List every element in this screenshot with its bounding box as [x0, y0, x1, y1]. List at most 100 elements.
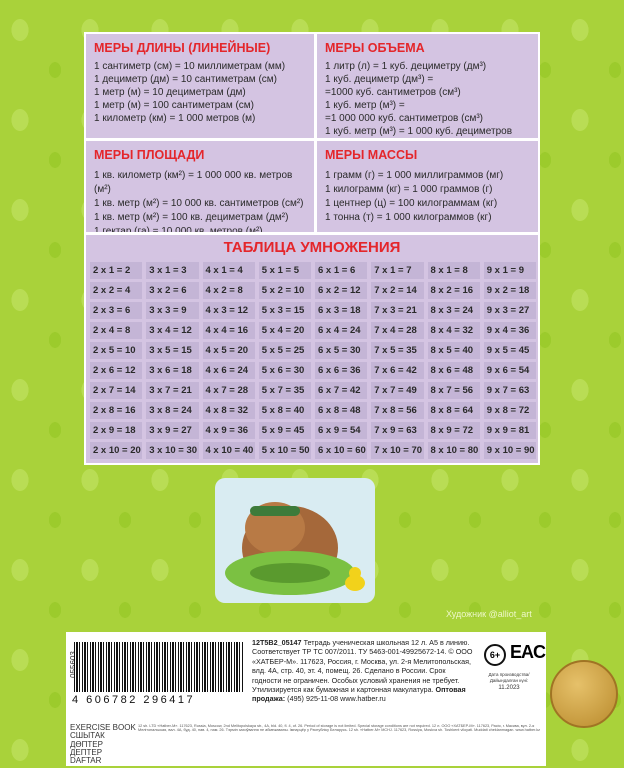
multiplication-cell: 4 x 2 = 8 [202, 282, 255, 299]
multiplication-cell: 8 x 1 = 8 [427, 262, 480, 279]
multiplication-cell: 4 x 6 = 24 [202, 362, 255, 379]
multiplication-cell: 4 x 3 = 12 [202, 302, 255, 319]
multiplication-cell: 9 x 9 = 81 [483, 422, 536, 439]
list-line: 1 метр (м) = 100 сантиметрам (см) [94, 100, 255, 111]
divider [86, 138, 538, 141]
area-title: МЕРЫ ПЛОЩАДИ [94, 148, 205, 162]
multiplication-cell: 9 x 5 = 45 [483, 342, 536, 359]
multiplication-cell: 5 x 10 = 50 [258, 442, 311, 459]
multiplication-cell: 9 x 6 = 54 [483, 362, 536, 379]
multiplication-cell: 9 x 4 = 36 [483, 322, 536, 339]
list-line: 1 кв. метр (м²) = 10 000 кв. сантиметров… [94, 198, 304, 209]
multiplication-cell: 4 x 4 = 16 [202, 322, 255, 339]
multiplication-cell: 5 x 9 = 45 [258, 422, 311, 439]
multiplication-cell: 7 x 7 = 49 [371, 382, 424, 399]
multiplication-cell: 9 x 8 = 72 [483, 402, 536, 419]
multiplication-cell: 6 x 6 = 36 [315, 362, 368, 379]
multiplication-cell: 5 x 7 = 35 [258, 382, 311, 399]
product-description: 12Т5В2_05147 Тетрадь ученическая школьна… [252, 638, 474, 704]
language-list: EXERCISE BOOK СШЫТАК ДӨПТЕР ДЕПТЕР DAFTAR [70, 723, 136, 766]
multiplication-cell: 6 x 8 = 48 [315, 402, 368, 419]
mass-title: МЕРЫ МАССЫ [325, 148, 418, 162]
multiplication-cell: 5 x 2 = 10 [258, 282, 311, 299]
wholesale-contact: (495) 925-11-08 www.hatber.ru [287, 694, 386, 704]
date-value: 11.2023 [498, 685, 520, 691]
multiplication-cell: 9 x 2 = 18 [483, 282, 536, 299]
multiplication-cell: 6 x 4 = 24 [315, 322, 368, 339]
multiplication-cell: 3 x 2 = 6 [146, 282, 199, 299]
multiplication-cell: 4 x 7 = 28 [202, 382, 255, 399]
multiplication-cell: 7 x 6 = 42 [371, 362, 424, 379]
artist-credit: Художник @alliot_art [446, 609, 532, 619]
multiplication-cell: 2 x 3 = 6 [90, 302, 143, 319]
multiplication-cell: 4 x 5 = 20 [202, 342, 255, 359]
divider [314, 34, 317, 232]
multiplication-cell: 7 x 2 = 14 [371, 282, 424, 299]
multiplication-cell: 8 x 9 = 72 [427, 422, 480, 439]
multiplication-cell: 8 x 8 = 64 [427, 402, 480, 419]
multiplication-cell: 3 x 6 = 18 [146, 362, 199, 379]
multiplication-cell: 9 x 3 = 27 [483, 302, 536, 319]
multiplication-cell: 2 x 7 = 14 [90, 382, 143, 399]
multiplication-cell: 3 x 7 = 21 [146, 382, 199, 399]
multiplication-cell: 2 x 5 = 10 [90, 342, 143, 359]
multiplication-cell: 5 x 1 = 5 [258, 262, 311, 279]
product-label: 055603 4 606782 296417 12Т5В2_05147 Тетр… [66, 632, 546, 766]
list-line: 1 тонна (т) = 1 000 килограммов (кг) [325, 212, 492, 223]
multiplication-cell: 3 x 8 = 24 [146, 402, 199, 419]
list-line: 1 кв. метр (м²) = 100 кв. дециметрам (дм… [94, 212, 289, 223]
multiplication-cell: 5 x 8 = 40 [258, 402, 311, 419]
multiplication-cell: 7 x 3 = 21 [371, 302, 424, 319]
multiplication-cell: 7 x 4 = 28 [371, 322, 424, 339]
multiplication-cell: 9 x 7 = 63 [483, 382, 536, 399]
list-line: 1 сантиметр (см) = 10 миллиметрам (мм) [94, 61, 286, 72]
multiplication-cell: 4 x 9 = 36 [202, 422, 255, 439]
multiplication-cell: 2 x 1 = 2 [90, 262, 143, 279]
multiplication-cell: 2 x 4 = 8 [90, 322, 143, 339]
barcode-number: 4 606782 296417 [72, 694, 196, 706]
multiplication-cell: 7 x 1 = 7 [371, 262, 424, 279]
list-line: 1 центнер (ц) = 100 килограммам (кг) [325, 198, 498, 209]
divider [86, 232, 538, 235]
multiplication-title: ТАБЛИЦА УМНОЖЕНИЯ [223, 239, 401, 256]
list-line: =1 000 000 куб. сантиметров (см³) [325, 113, 484, 124]
capybara-illustration [215, 478, 375, 603]
multiplication-cell: 6 x 1 = 6 [315, 262, 368, 279]
reference-panel: МЕРЫ ДЛИНЫ (ЛИНЕЙНЫЕ) 1 сантиметр (см) =… [84, 32, 540, 465]
list-line: ДЕПТЕР [70, 747, 103, 757]
multiplication-cell: 9 x 10 = 90 [483, 442, 536, 459]
list-line: 1 куб. дециметр (дм³) = [325, 74, 434, 85]
barcode [74, 642, 244, 692]
multiplication-cell: 6 x 7 = 42 [315, 382, 368, 399]
age-rating-badge: 6+ [484, 644, 506, 666]
multiplication-cell: 4 x 10 = 40 [202, 442, 255, 459]
multiplication-cell: 8 x 4 = 32 [427, 322, 480, 339]
list-line: DAFTAR [70, 756, 102, 766]
multiplication-cell: 4 x 1 = 4 [202, 262, 255, 279]
volume-title: МЕРЫ ОБЪЕМА [325, 41, 425, 55]
multiplication-cell: 3 x 10 = 30 [146, 442, 199, 459]
multiplication-cell: 3 x 4 = 12 [146, 322, 199, 339]
multiplication-cell: 7 x 8 = 56 [371, 402, 424, 419]
list-line: 1 куб. метр (м³) = 1 000 куб. дециметров… [325, 126, 513, 137]
eac-mark: EAC [510, 642, 546, 662]
gold-coin-seal [550, 660, 618, 728]
multiplication-cell: 8 x 10 = 80 [427, 442, 480, 459]
multiplication-cell: 2 x 2 = 4 [90, 282, 143, 299]
multiplication-cell: 4 x 8 = 32 [202, 402, 255, 419]
list-line: 1 литр (л) = 1 куб. дециметру (дм³) [325, 61, 487, 72]
list-line: 1 куб. метр (м³) = [325, 100, 405, 111]
list-line: 1 гектар (га) = 10 000 кв. метров (м²) [94, 226, 263, 232]
multiplication-cell: 7 x 5 = 35 [371, 342, 424, 359]
multiplication-cell: 2 x 6 = 12 [90, 362, 143, 379]
wholesale-label: Оптовая продажа: [252, 685, 466, 704]
description-text: Тетрадь ученическая школьная 12 л. А5 в … [252, 638, 473, 695]
multiplication-cell: 2 x 8 = 16 [90, 402, 143, 419]
multiplication-cell: 6 x 9 = 54 [315, 422, 368, 439]
multiplication-cell: 7 x 10 = 70 [371, 442, 424, 459]
area-measures: МЕРЫ ПЛОЩАДИ 1 кв. километр (км²) = 1 00… [86, 141, 314, 232]
list-line: 1 грамм (г) = 1 000 миллиграммов (мг) [325, 170, 504, 181]
list-line: 1 кв. километр (км²) = 1 000 000 кв. мет… [94, 170, 293, 195]
multiplication-cell: 8 x 3 = 24 [427, 302, 480, 319]
multiplication-cell: 8 x 5 = 40 [427, 342, 480, 359]
